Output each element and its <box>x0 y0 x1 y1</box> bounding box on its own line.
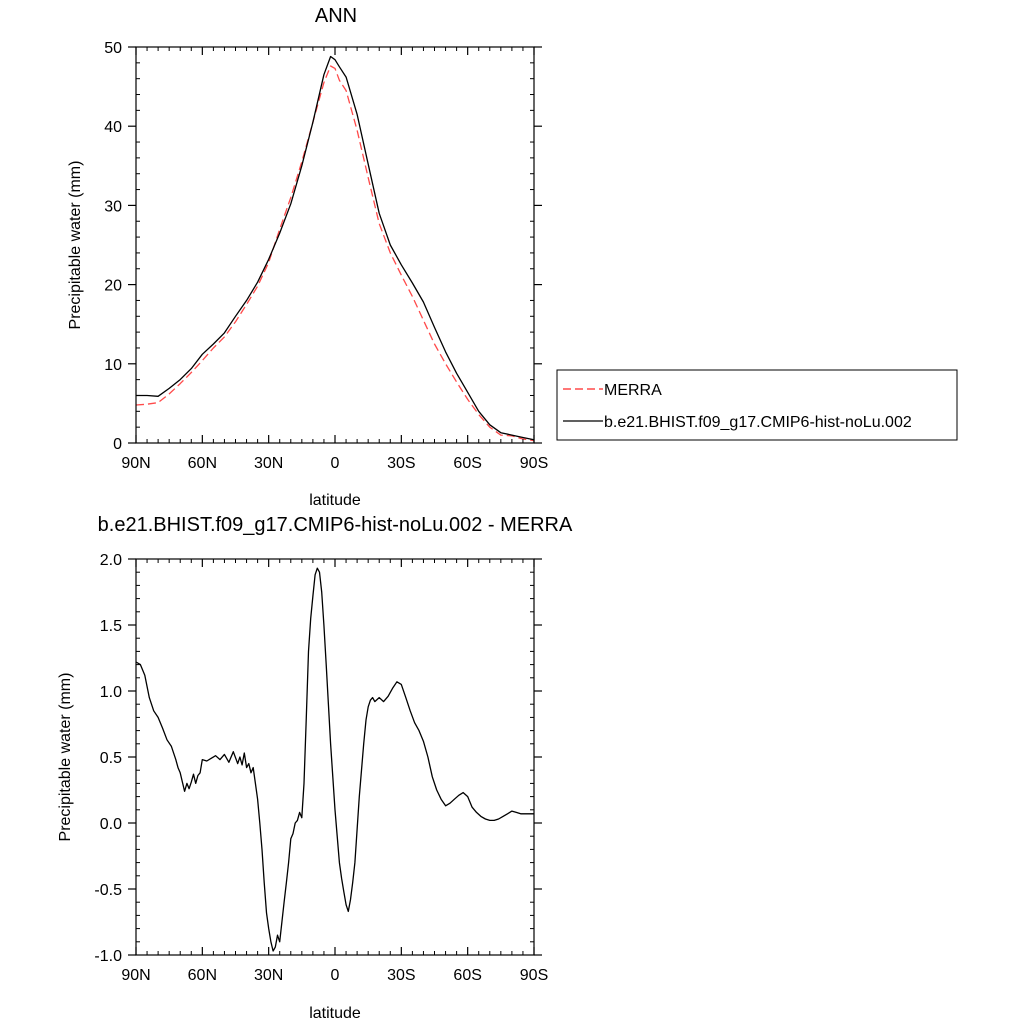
y-tick-label: 2.0 <box>100 552 122 569</box>
x-tick-label: 30N <box>254 455 283 472</box>
y-tick-label: 40 <box>104 119 122 136</box>
x-axis-label: latitude <box>309 492 361 509</box>
y-axis-label: Precipitable water (mm) <box>57 673 74 842</box>
y-tick-label: -1.0 <box>94 948 122 965</box>
mean-precipitable-water-panel: ANN 90N 60N 30N 0 30S 60S 90S 0 10 20 30 40 50 Preci… <box>67 5 548 509</box>
difference-panel: b.e21.BHIST.f09_g17.CMIP6-hist-noLu.002 … <box>57 514 573 1022</box>
x-tick-label: 90N <box>121 967 150 984</box>
x-tick-label: 0 <box>331 967 340 984</box>
x-tick-label: 60S <box>453 967 481 984</box>
x-tick-label: 90S <box>520 455 548 472</box>
x-tick-label: 60S <box>453 455 481 472</box>
series-line <box>135 567 534 952</box>
legend-label-merra: MERRA <box>604 382 662 399</box>
y-tick-label: 30 <box>104 198 122 215</box>
chart-title: b.e21.BHIST.f09_g17.CMIP6-hist-noLu.002 … <box>98 514 573 536</box>
y-tick-label: -0.5 <box>94 882 122 899</box>
legend-label-model: b.e21.BHIST.f09_g17.CMIP6-hist-noLu.002 <box>604 414 912 431</box>
y-tick-label: 1.5 <box>100 618 122 635</box>
y-tick-label: 0 <box>113 436 122 453</box>
y-axis-label: Precipitable water (mm) <box>67 161 84 330</box>
y-tick-label: 20 <box>104 278 122 295</box>
chart-title: ANN <box>315 5 357 27</box>
series-line <box>135 65 535 442</box>
legend-box <box>556 369 958 441</box>
axes: 90N 60N 30N 0 30S 60S 90S 0 10 20 30 40 50 <box>104 40 548 472</box>
x-tick-label: 30S <box>387 967 415 984</box>
plot-frame <box>135 46 535 444</box>
series-group <box>135 55 535 442</box>
series-line <box>136 55 535 441</box>
x-tick-label: 60N <box>188 967 217 984</box>
legend: MERRA b.e21.BHIST.f09_g17.CMIP6-hist-noL… <box>556 369 958 441</box>
x-tick-label: 30N <box>254 967 283 984</box>
series-group <box>135 567 534 952</box>
y-tick-label: 50 <box>104 40 122 57</box>
x-tick-label: 90S <box>520 967 548 984</box>
x-axis-label: latitude <box>309 1005 361 1022</box>
y-tick-label: 0.5 <box>100 750 122 767</box>
x-tick-label: 90N <box>121 455 150 472</box>
plot-frame <box>135 558 535 956</box>
x-tick-label: 30S <box>387 455 415 472</box>
y-tick-label: 0.0 <box>100 816 122 833</box>
x-tick-label: 60N <box>188 455 217 472</box>
axes: 90N 60N 30N 0 30S 60S 90S -1.0 -0.5 0.0 0.5 1.0 1.5 2… <box>94 552 548 984</box>
y-tick-label: 1.0 <box>100 684 122 701</box>
x-tick-label: 0 <box>331 455 340 472</box>
y-tick-label: 10 <box>104 357 122 374</box>
